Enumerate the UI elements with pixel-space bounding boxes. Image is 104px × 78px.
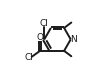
Text: N: N	[70, 35, 77, 44]
Text: Cl: Cl	[40, 19, 49, 28]
Text: O: O	[37, 33, 44, 42]
Text: Cl: Cl	[25, 53, 33, 62]
